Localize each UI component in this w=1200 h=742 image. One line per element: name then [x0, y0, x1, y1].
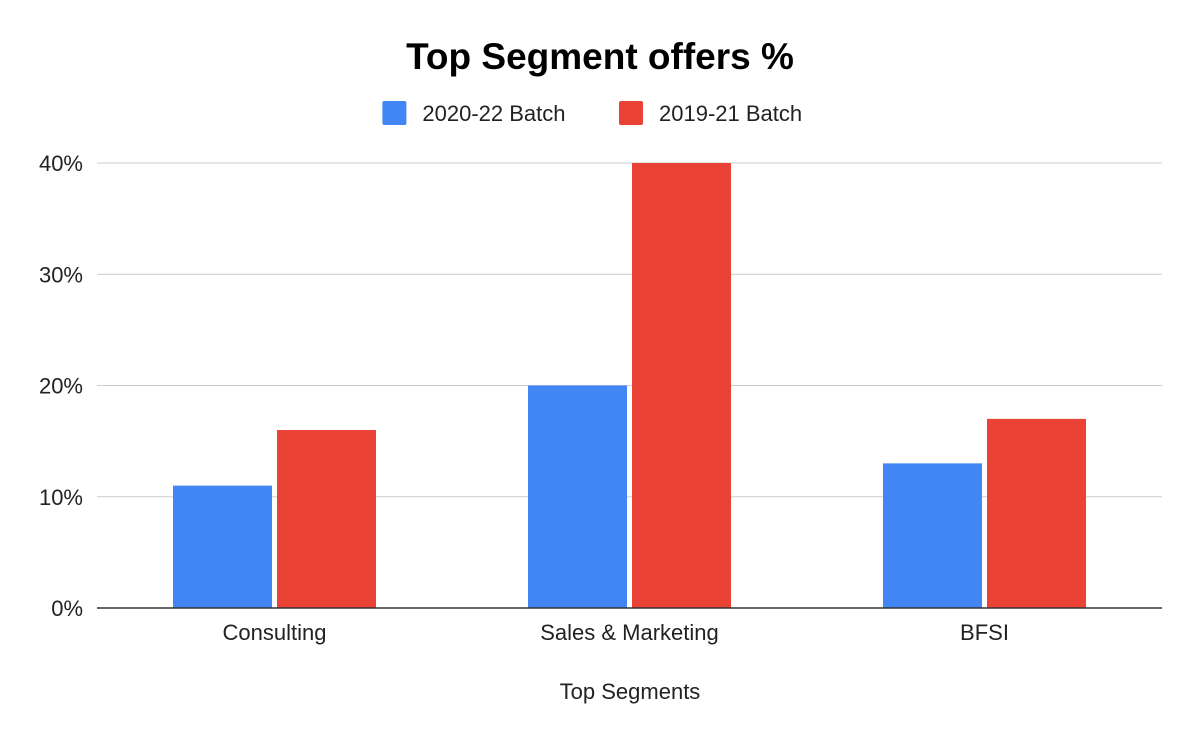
x-axis-title: Top Segments — [560, 679, 701, 704]
y-tick-label: 0% — [51, 596, 83, 621]
legend-label: 2020-22 Batch — [422, 101, 565, 126]
bar-1-2 — [528, 385, 627, 608]
y-tick-label: 10% — [39, 485, 83, 510]
bar-1-1 — [173, 485, 272, 608]
bar-2-3 — [987, 418, 1086, 608]
legend-swatch — [382, 101, 407, 125]
y-tick-label: 40% — [39, 151, 83, 176]
x-tick-label: Sales & Marketing — [540, 620, 719, 645]
legend: 2020-22 Batch 2019-21 Batch — [382, 101, 802, 126]
bars — [173, 163, 1086, 608]
gridlines — [97, 162, 1162, 498]
chart-title: Top Segment offers % — [406, 36, 794, 77]
x-tick-label: BFSI — [960, 620, 1009, 645]
x-axis-ticks: Consulting Sales & Marketing BFSI — [223, 620, 1009, 645]
legend-swatch — [619, 101, 643, 125]
bar-2-2 — [632, 163, 731, 608]
x-tick-label: Consulting — [223, 620, 327, 645]
y-tick-label: 20% — [39, 374, 83, 399]
bar-1-3 — [883, 463, 982, 608]
bar-2-1 — [277, 430, 376, 608]
legend-label: 2019-21 Batch — [659, 101, 802, 126]
y-tick-label: 30% — [39, 262, 83, 287]
y-axis-ticks: 0% 10% 20% 30% 40% — [39, 151, 83, 621]
